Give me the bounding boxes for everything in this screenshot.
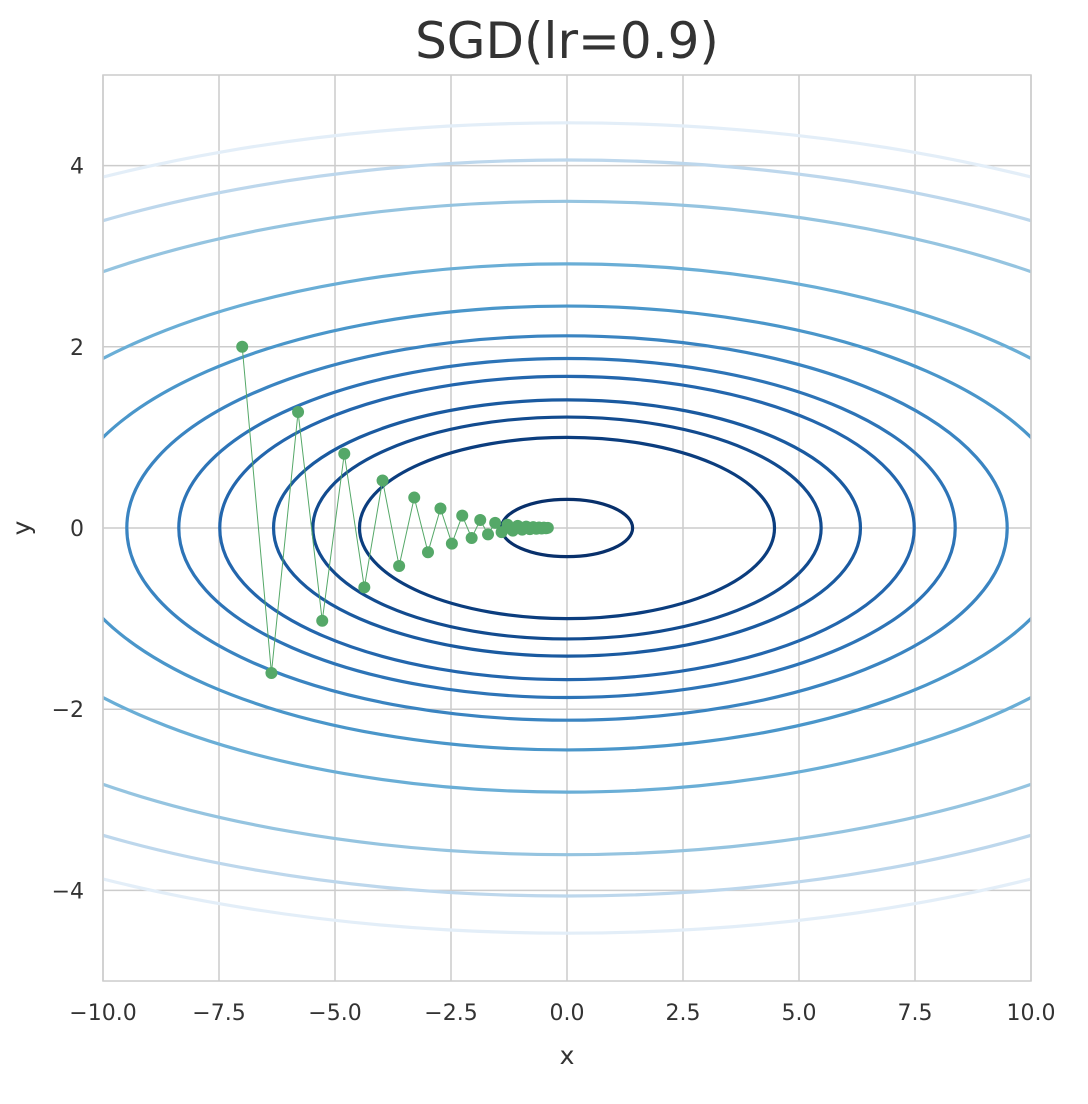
sgd-point [465,531,478,544]
y-tick-label: 2 [70,336,84,361]
contour-lines [103,121,1031,935]
x-tick-label: 5.0 [782,1001,817,1026]
y-tick-labels: −4 −2 0 2 4 [52,155,84,905]
contour-line [103,262,1031,794]
x-tick-label: −10.0 [69,1001,136,1026]
sgd-point [445,537,458,550]
sgd-point [265,666,278,679]
x-tick-label: 0.0 [550,1001,585,1026]
sgd-point [489,516,502,529]
sgd-point [393,559,406,572]
sgd-point [456,509,469,522]
contour-line [103,121,1031,935]
contour-line [218,374,916,682]
x-tick-labels: −10.0 −7.5 −5.0 −2.5 0.0 2.5 5.0 7.5 10.0 [69,1001,1055,1026]
sgd-point [421,546,434,559]
sgd-point [376,474,389,487]
x-tick-label: 2.5 [666,1001,701,1026]
sgd-point [236,340,249,353]
y-tick-label: 4 [70,155,84,180]
sgd-point [408,491,421,504]
contour-line [103,304,1031,752]
contour-line [357,435,777,621]
y-tick-label: 0 [70,517,84,542]
contour-line [103,158,1031,898]
x-tick-label: 7.5 [898,1001,933,1026]
chart-title: SGD(lr=0.9) [415,12,719,70]
x-tick-label: 10.0 [1007,1001,1056,1026]
sgd-point [474,514,487,527]
sgd-point [358,581,371,594]
sgd-point [292,406,305,419]
sgd-path [236,340,554,679]
sgd-point [338,447,351,460]
y-tick-label: −2 [52,698,84,723]
plot-frame [102,74,1032,982]
sgd-point [482,528,495,541]
contour-line [311,415,823,641]
y-tick-label: −4 [52,879,84,904]
contour-line [125,334,1009,722]
contour-line [177,356,957,700]
contour-line [271,398,863,658]
sgd-point [316,614,329,627]
x-tick-label: −5.0 [308,1001,361,1026]
contour-line [103,199,1031,857]
y-axis-label: y [7,520,36,535]
sgd-point [541,521,554,534]
x-tick-label: −7.5 [192,1001,245,1026]
x-tick-label: −2.5 [424,1001,477,1026]
x-axis-label: x [560,1041,575,1070]
sgd-point [434,502,447,515]
